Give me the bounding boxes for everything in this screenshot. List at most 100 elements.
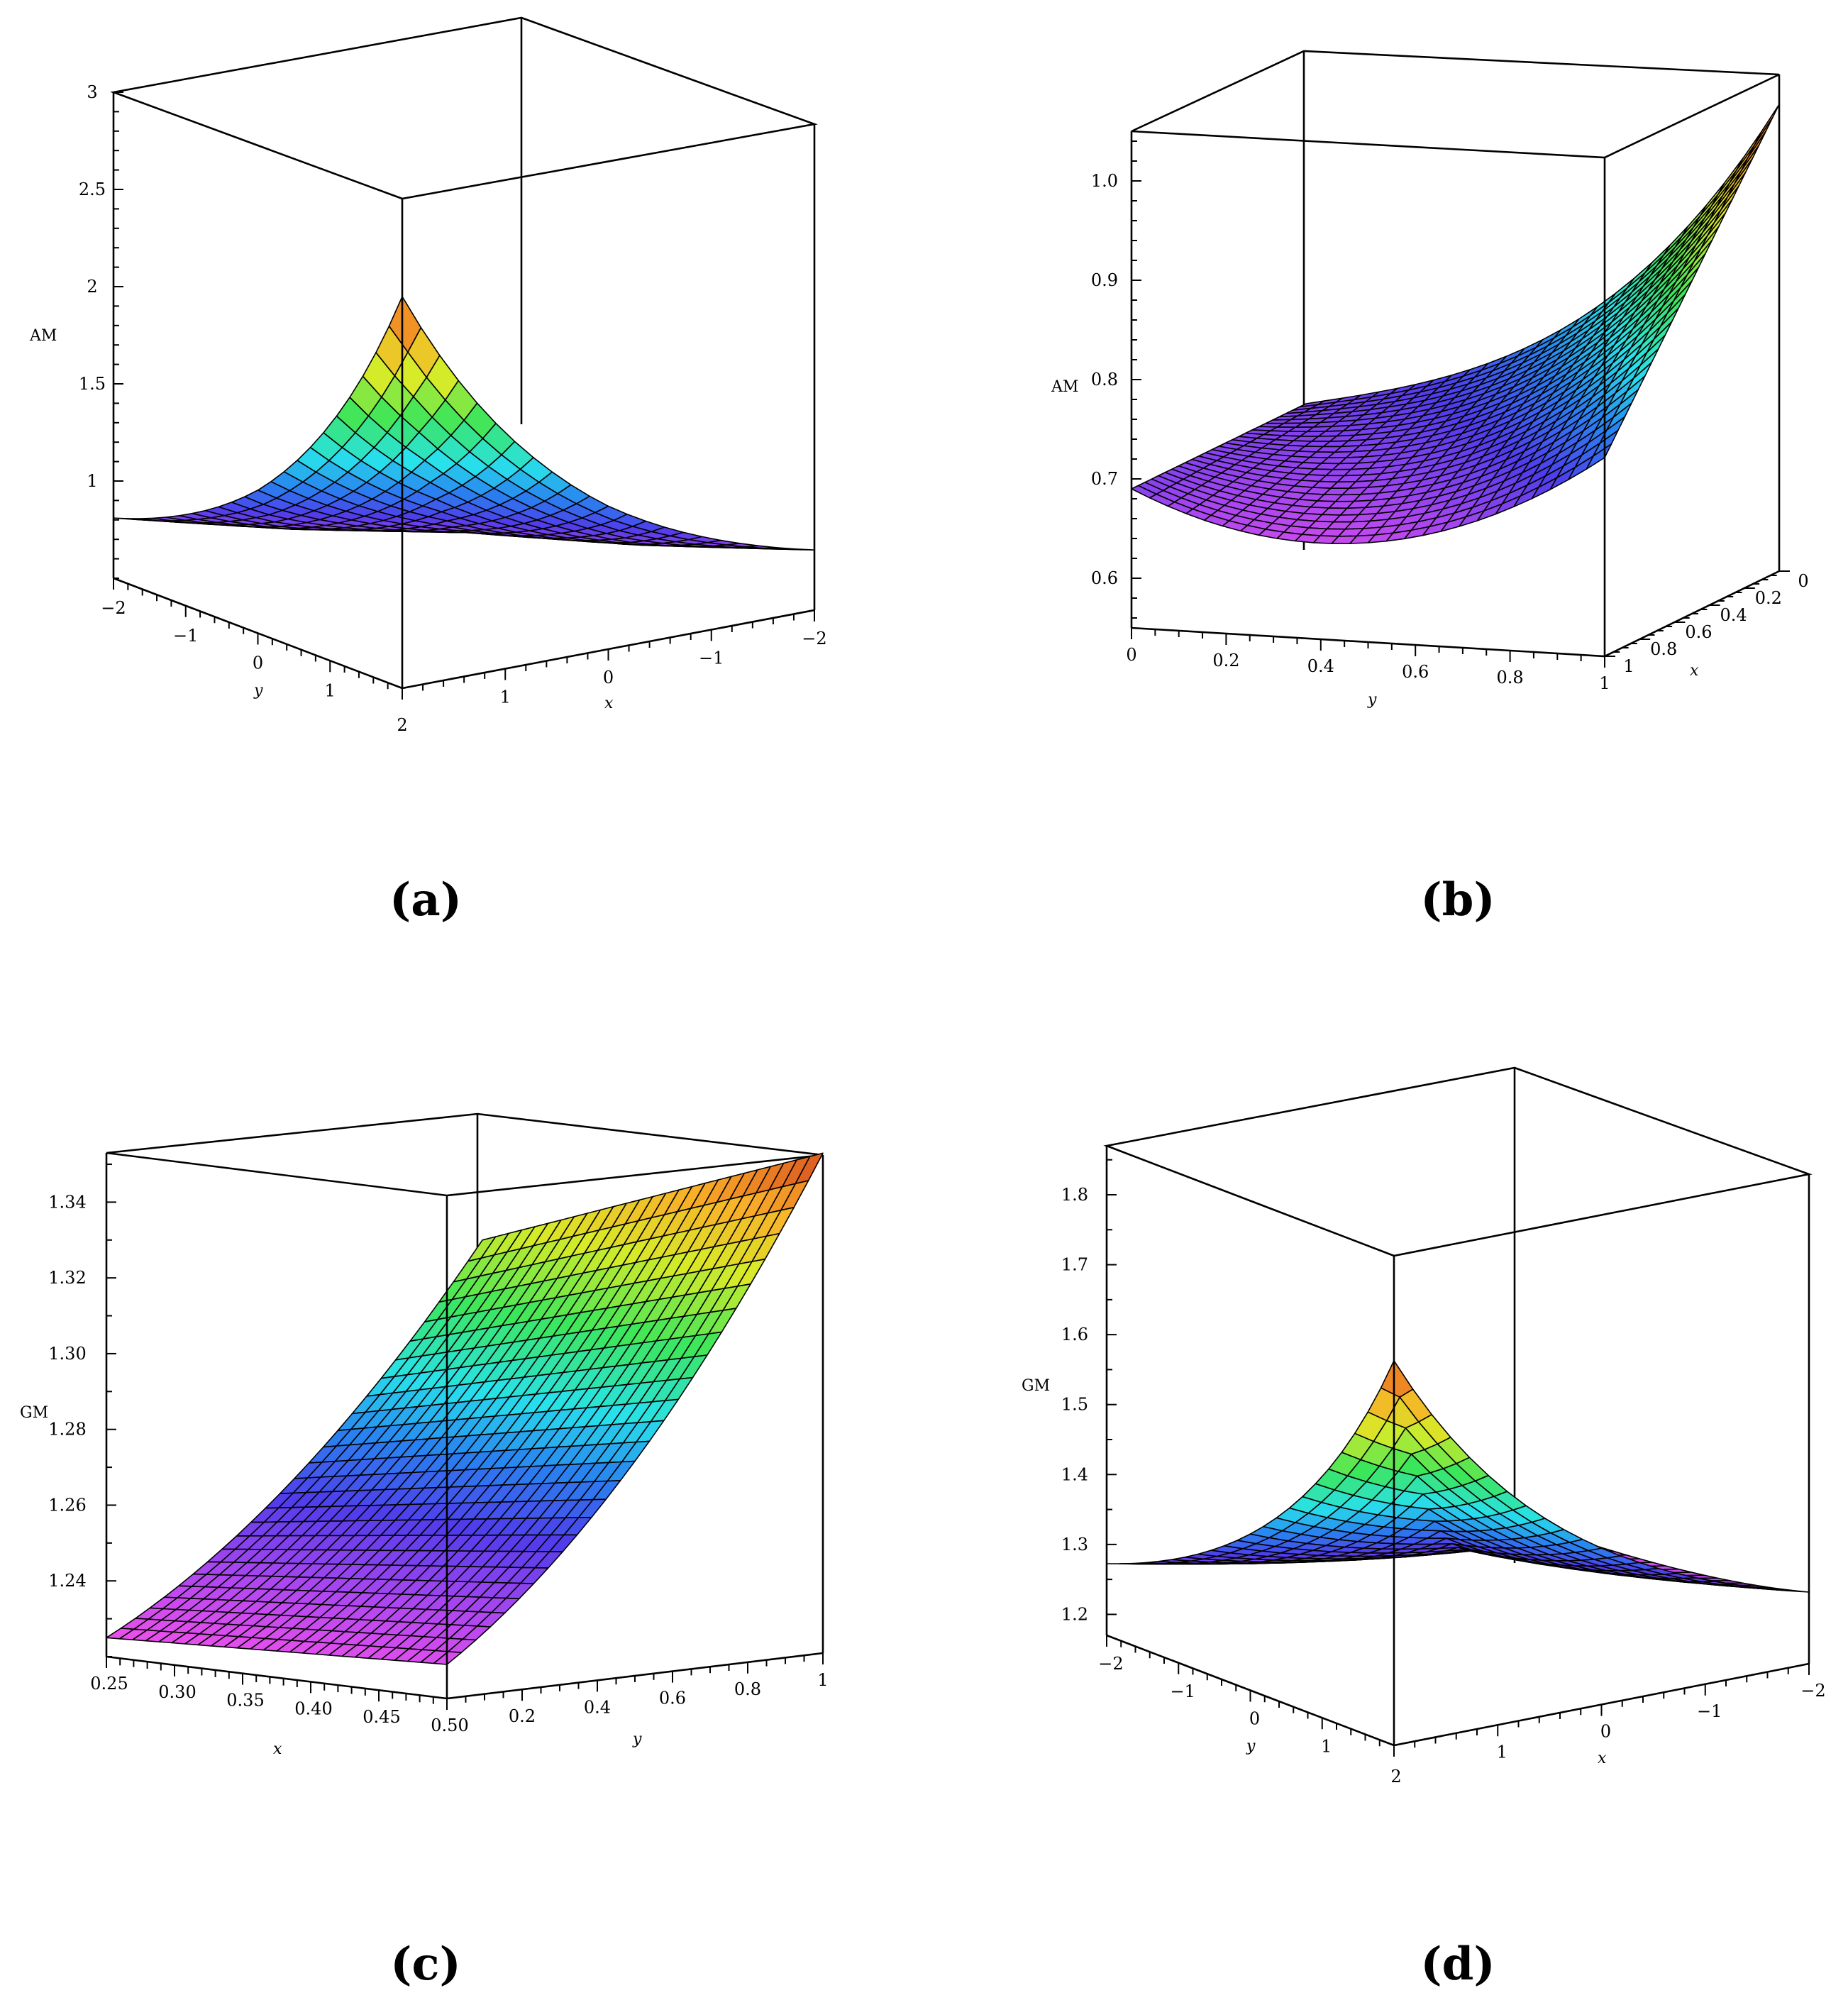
tick-label: 1.8 — [1061, 1185, 1088, 1205]
x-axis-label: x — [604, 695, 614, 712]
box-top-face — [110, 16, 818, 200]
x-axis-label: x — [1690, 662, 1699, 680]
z-axis-label: GM — [1022, 1377, 1050, 1395]
surface — [113, 296, 815, 551]
x-axis: 0.25 0.30 0.35 0.40 0.45 0.50 — [90, 1657, 469, 1735]
tick-label: 1.3 — [1061, 1535, 1088, 1554]
x-axis: 1 0 −1 −2 — [1393, 1664, 1826, 1762]
panel-b: 0.60.70.80.91.0 0 0.2 0.4 0.6 0.8 1 10.80.60.… — [1051, 50, 1809, 927]
tick-label: 1 — [1497, 1742, 1507, 1762]
tick-label: 0.2 — [509, 1706, 536, 1726]
z-axis-label: AM — [29, 327, 57, 345]
tick-label: 0.6 — [1091, 568, 1118, 588]
y-axis: 0 0.2 0.4 0.6 0.8 1 — [1126, 628, 1610, 693]
tick-label: 1 — [1599, 673, 1610, 693]
tick-label: 0.6 — [659, 1689, 686, 1708]
tick-label: 0.8 — [734, 1679, 761, 1699]
tick-label: −2 — [1098, 1654, 1123, 1674]
z-axis-label: AM — [1051, 378, 1078, 396]
tick-label: 1 — [1321, 1736, 1332, 1756]
tick-label: 0.9 — [1091, 270, 1118, 290]
panel-caption: (b) — [1420, 873, 1495, 927]
tick-label: −1 — [699, 648, 724, 668]
surface — [1106, 1360, 1810, 1593]
tick-label: 0.4 — [1307, 656, 1334, 676]
tick-label: 0 — [253, 653, 263, 673]
surface — [1131, 104, 1780, 544]
tick-label: 1.24 — [48, 1571, 86, 1591]
box-top-face — [1103, 1066, 1813, 1257]
tick-label: 1 — [817, 1670, 828, 1690]
panel-c: 1.24 1.26 1.28 1.30 1.32 1.34 0.25 0.30 0.35 0.4… — [20, 1112, 829, 1991]
panel-caption: (c) — [390, 1938, 461, 1991]
z-axis-label: GM — [20, 1404, 48, 1422]
surface-cell — [388, 296, 422, 353]
tick-label: 0 — [603, 668, 614, 687]
tick-label: 1 — [325, 680, 336, 700]
box-top-face — [1131, 50, 1780, 159]
y-axis-label: y — [253, 682, 263, 700]
tick-label: 0.2 — [1755, 588, 1782, 608]
y-axis-label: y — [632, 1730, 642, 1748]
tick-label: 1 — [1623, 656, 1634, 676]
tick-label: 2 — [1390, 1767, 1401, 1786]
tick-label: 0.35 — [226, 1691, 264, 1711]
x-axis-label: x — [1598, 1750, 1607, 1767]
tick-label: 1.26 — [48, 1495, 86, 1515]
tick-label: −1 — [1697, 1701, 1722, 1721]
panel-d: 1.21.31.41.51.61.71.8 10−1−2 2−2−101 GM … — [1022, 1066, 1826, 1991]
tick-label: 0.25 — [90, 1674, 128, 1694]
tick-label: 0.6 — [1402, 662, 1429, 682]
tick-label: 1.2 — [1061, 1604, 1088, 1624]
tick-label: 1.34 — [48, 1192, 86, 1212]
y-axis-label: y — [1246, 1738, 1256, 1755]
tick-label: 0.8 — [1497, 668, 1524, 687]
tick-label: 1.6 — [1061, 1325, 1088, 1344]
box-bottom-edges — [1106, 1634, 1810, 1747]
tick-label: 1.30 — [48, 1344, 86, 1364]
tick-label: 0.4 — [1720, 605, 1747, 625]
box-bottom-edges — [113, 577, 815, 690]
tick-label: 1 — [500, 687, 511, 707]
surface-cell — [1380, 1360, 1414, 1398]
tick-label: 0.2 — [1212, 651, 1239, 670]
tick-label: −2 — [1800, 1681, 1825, 1701]
tick-label: 0.4 — [584, 1697, 611, 1717]
tick-label: 1.0 — [1091, 171, 1118, 191]
tick-label: 0.50 — [431, 1716, 468, 1735]
tick-label: 2 — [87, 277, 97, 297]
panel-caption: (a) — [389, 873, 462, 927]
box-bottom-edges — [106, 1652, 824, 1700]
surface-cell — [1331, 535, 1358, 544]
tick-label: 0.45 — [363, 1707, 400, 1727]
tick-label: 0 — [1249, 1709, 1260, 1729]
x-axis: 1 0 −1 −2 — [402, 610, 827, 707]
tick-label: −1 — [1171, 1681, 1195, 1701]
tick-label: 2 — [397, 715, 407, 735]
x-axis-label: x — [273, 1740, 282, 1758]
tick-label: 0.40 — [294, 1699, 332, 1718]
tick-label: 1 — [87, 471, 97, 491]
y-axis: 2 −2 −1 0 1 — [101, 578, 408, 735]
tick-label: −2 — [101, 598, 126, 618]
tick-label: 0.8 — [1091, 370, 1118, 390]
z-axis: 0.6 0.7 0.8 0.9 1.0 — [1091, 140, 1141, 619]
z-axis: 1 1.5 2 2.5 3 — [79, 82, 123, 579]
tick-label: 1.28 — [48, 1420, 86, 1440]
tick-label: 2.5 — [79, 179, 106, 199]
box-bottom-edges — [1131, 570, 1780, 658]
panel-a: 1 1.5 2 2.5 3 1 0 −1 −2 2 −2 −1 0 1 AM x y (a) — [29, 16, 827, 927]
z-axis: 1.24 1.26 1.28 1.30 1.32 1.34 — [48, 1164, 116, 1657]
surface — [106, 1152, 824, 1665]
y-axis: 2 −2 −1 0 1 — [1098, 1635, 1402, 1786]
tick-label: 1.32 — [48, 1268, 86, 1288]
tick-label: 1.5 — [1061, 1395, 1088, 1415]
z-axis: 1.2 1.3 1.4 1.5 1.6 1.7 1.8 — [1061, 1159, 1117, 1624]
tick-label: 0.30 — [158, 1682, 196, 1702]
tick-label: 3 — [87, 82, 97, 102]
tick-label: 0.6 — [1685, 622, 1712, 642]
y-axis-label: y — [1367, 691, 1377, 709]
tick-label: 1.4 — [1061, 1464, 1088, 1484]
tick-label: 0 — [1798, 571, 1808, 591]
